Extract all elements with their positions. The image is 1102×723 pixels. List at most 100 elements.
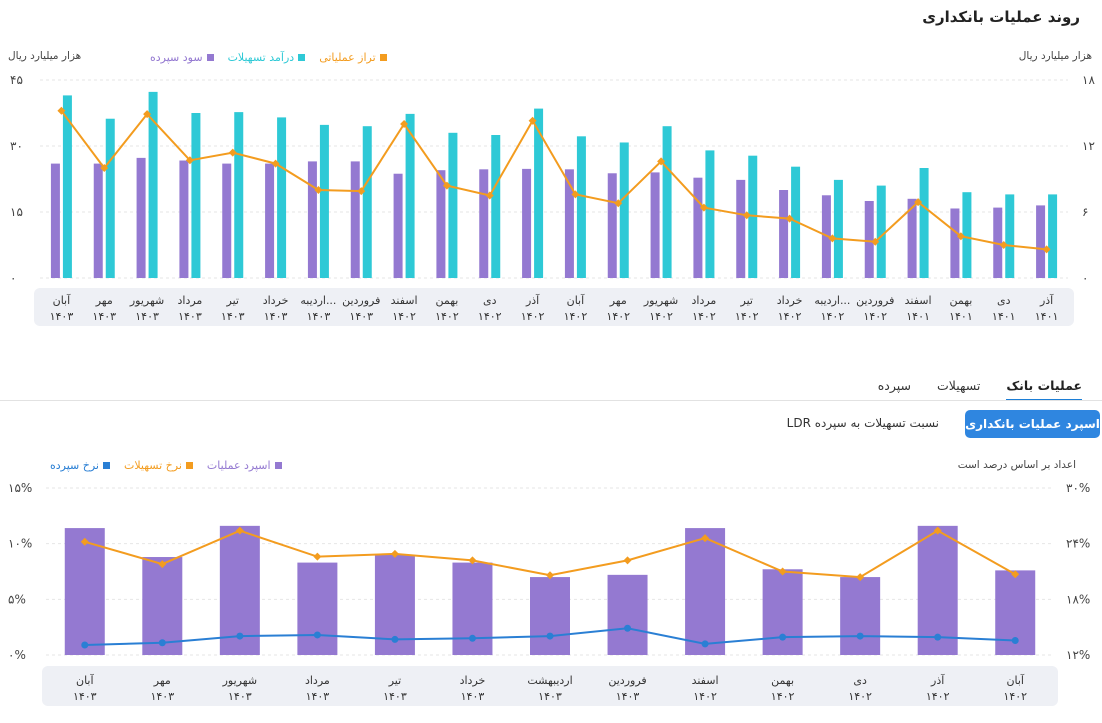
x-tick-year: ۱۴۰۱ [1035, 310, 1059, 323]
x-tick-month: آبان [567, 293, 585, 307]
point-loan-rate [235, 526, 244, 535]
point-loan-rate [1011, 570, 1020, 579]
x-tick-month: دی [483, 294, 497, 307]
right-tick-label: ۱۲% [1066, 648, 1090, 662]
x-tick-month: مهر [95, 294, 113, 307]
tab-item[interactable]: سپرده [877, 378, 911, 393]
x-tick-year: ۱۴۰۲ [821, 310, 845, 323]
bar-deposit-interest [436, 170, 446, 278]
chart2-legend-item[interactable]: نرخ تسهیلات [124, 459, 193, 472]
x-tick-month: خرداد [263, 294, 289, 307]
x-tick-year: ۱۴۰۳ [306, 690, 330, 703]
point-deposit-rate [391, 635, 399, 643]
point-loan-rate [623, 556, 632, 565]
legend-swatch [206, 54, 214, 61]
point-loan-rate [701, 534, 710, 543]
x-tick-year: ۱۴۰۲ [771, 690, 795, 703]
chart1-legend-item[interactable]: سود سپرده [150, 51, 214, 64]
bar-spread [219, 525, 260, 655]
spread-button[interactable]: اسپرد عملیات بانکداری [965, 410, 1100, 438]
x-tick-month: آذر [930, 673, 945, 687]
bar-spread [685, 528, 726, 655]
x-tick-year: ۱۴۰۱ [906, 310, 930, 323]
point-operating-balance [528, 116, 537, 125]
chart2-legend-item[interactable]: نرخ سپرده [50, 459, 110, 472]
bar-loan-income [1005, 194, 1015, 278]
point-operating-balance [871, 237, 880, 246]
x-tick-month: شهریور [643, 294, 678, 307]
bar-deposit-interest [564, 169, 574, 278]
right-tick-label: ۱۲ [1082, 139, 1095, 153]
point-loan-rate [546, 571, 554, 580]
chart1-legend-item[interactable]: تراز عملیاتی [319, 51, 387, 64]
bar-loan-income [919, 168, 929, 278]
point-operating-balance [357, 187, 366, 196]
tab-item[interactable]: تسهیلات [936, 378, 981, 393]
x-tick-month: اردیبهشت [527, 674, 572, 687]
tab-item[interactable]: عملیات بانک [1006, 374, 1082, 401]
x-tick-year: ۱۴۰۲ [435, 310, 459, 323]
x-tick-year: ۱۴۰۲ [848, 690, 872, 703]
point-operating-balance [614, 199, 623, 208]
bar-loan-income [277, 117, 287, 279]
bar-deposit-interest [650, 172, 660, 278]
x-axis-band [42, 666, 1058, 706]
chart2-legend-item[interactable]: اسپرد عملیات [207, 459, 282, 472]
point-operating-balance [485, 191, 494, 200]
point-operating-balance [57, 106, 66, 115]
bar-loan-income [448, 132, 458, 278]
bar-deposit-interest [222, 163, 232, 278]
x-tick-year: ۱۴۰۳ [221, 310, 245, 323]
point-operating-balance [400, 120, 409, 128]
bar-loan-income [62, 95, 72, 279]
x-tick-year: ۱۴۰۳ [616, 690, 640, 703]
bar-loan-income [148, 91, 158, 278]
point-deposit-rate [779, 633, 787, 641]
x-tick-year: ۱۴۰۳ [538, 690, 562, 703]
x-tick-month: مرداد [178, 294, 203, 307]
bar-deposit-interest [736, 179, 746, 278]
ldr-button[interactable]: نسبت تسهیلات به سپرده LDR [786, 416, 939, 430]
x-tick-month: بهمن [435, 294, 458, 307]
point-loan-rate [856, 573, 865, 582]
bar-loan-income [619, 142, 629, 278]
x-tick-month: بهمن [771, 674, 794, 687]
legend-label: نرخ تسهیلات [124, 459, 182, 472]
bar-spread [142, 557, 183, 655]
left-axis-unit: هزار میلیارد ریال [8, 50, 82, 62]
chart1-legend-item[interactable]: درآمد تسهیلات [228, 51, 306, 64]
point-deposit-rate [546, 632, 554, 640]
left-tick-label: ۱۰% [8, 537, 32, 551]
point-operating-balance [100, 164, 109, 172]
x-tick-year: ۱۴۰۲ [1003, 690, 1027, 703]
point-loan-rate [778, 567, 787, 576]
legend-swatch [185, 462, 193, 469]
x-tick-month: آبان [1006, 673, 1024, 687]
x-tick-month: مرداد [692, 294, 717, 307]
x-tick-month: مرداد [305, 674, 330, 687]
x-tick-month: اردیبه... [300, 294, 336, 307]
bar-loan-income [576, 136, 586, 278]
point-loan-rate [158, 560, 167, 569]
bar-loan-income [491, 135, 501, 278]
x-tick-month: شهریور [129, 294, 164, 307]
bar-loan-income [534, 108, 544, 278]
x-tick-year: ۱۴۰۳ [92, 310, 116, 323]
point-operating-balance [442, 181, 451, 190]
x-tick-year: ۱۴۰۳ [73, 690, 97, 703]
x-tick-month: تیر [226, 294, 239, 307]
tab-bar: عملیات بانک تسهیلات سپرده [878, 374, 1082, 401]
line-deposit-rate [84, 627, 1016, 646]
bar-loan-income [662, 126, 672, 278]
x-tick-year: ۱۴۰۳ [383, 690, 407, 703]
right-tick-label: ۰ [1082, 271, 1088, 285]
right-tick-label: ۳۰% [1066, 481, 1090, 495]
bar-deposit-interest [350, 161, 360, 278]
left-tick-label: ۵% [8, 592, 26, 606]
bar-deposit-interest [265, 163, 275, 278]
right-tick-label: ۱۸ [1082, 73, 1095, 87]
line-loan-rate [84, 529, 1016, 579]
right-tick-label: ۱۸% [1066, 592, 1090, 606]
point-operating-balance [828, 234, 837, 243]
x-tick-year: ۱۴۰۲ [564, 310, 588, 323]
